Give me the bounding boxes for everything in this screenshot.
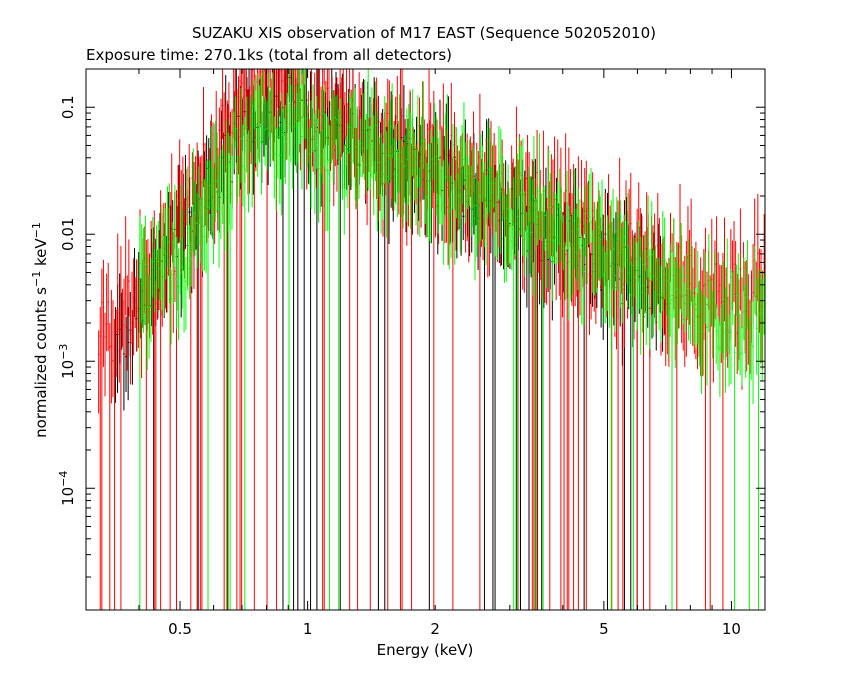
x-tick-label: 10 <box>722 620 741 638</box>
y-axis-label: normalized counts s−1 keV−1 <box>30 222 50 438</box>
chart-title: SUZAKU XIS observation of M17 EAST (Sequ… <box>192 24 656 42</box>
x-axis-label: Energy (keV) <box>377 641 474 659</box>
y-tick-label: 0.1 <box>59 95 77 119</box>
x-tick-label: 2 <box>430 620 440 638</box>
y-axis-label-mid: keV <box>32 238 50 271</box>
y-tick-label-exp: −4 <box>57 471 70 487</box>
data-series-layer <box>97 69 765 610</box>
chart-subtitle: Exposure time: 270.1ks (total from all d… <box>86 46 452 64</box>
y-tick-label: 10−3 <box>57 344 77 379</box>
y-tick-label-exp: −3 <box>57 344 70 360</box>
plot-frame <box>85 68 766 611</box>
y-tick-label-base: 10 <box>59 360 77 379</box>
x-tick-label: 0.5 <box>168 620 192 638</box>
y-axis-label-exp1: −1 <box>30 271 43 287</box>
y-tick-label: 10−4 <box>57 471 77 506</box>
x-tick-label: 1 <box>303 620 313 638</box>
y-tick-label: 0.01 <box>59 218 77 251</box>
y-tick-label-base: 10 <box>59 487 77 506</box>
x-tick-label: 5 <box>599 620 609 638</box>
y-axis-label-exp2: −1 <box>30 222 43 238</box>
y-axis-label-base: normalized counts s <box>32 287 50 438</box>
y-tick-label-base: 0.01 <box>59 218 77 251</box>
data-series <box>138 69 765 610</box>
y-tick-label-base: 0.1 <box>59 95 77 119</box>
